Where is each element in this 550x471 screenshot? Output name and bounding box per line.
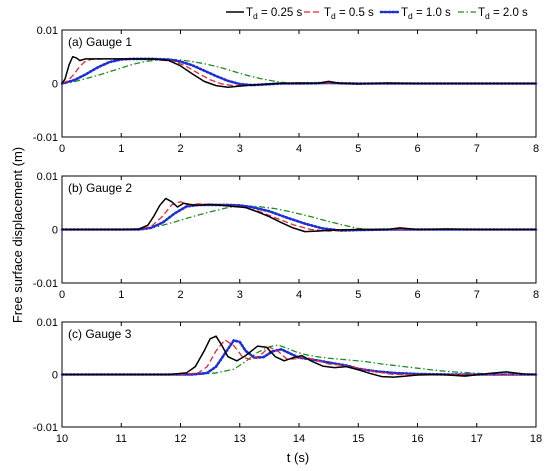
y-tick-label: 0.01 [37,317,58,329]
x-tick-label: 2 [177,289,183,301]
series-line-2 [62,201,536,232]
x-tick-label: 11 [116,433,127,445]
x-tick-label: 15 [352,433,364,445]
series-line-2 [61,58,536,87]
x-tick-label: 14 [293,433,305,445]
panel-title: (b) Gauge 2 [68,181,132,195]
y-tick-label: -0.01 [33,278,58,290]
series-line-1 [62,197,536,233]
y-tick-label: 0.01 [37,171,58,183]
x-tick-label: 7 [474,143,480,155]
x-tick-label: 0 [59,289,65,301]
x-tick-label: 0 [59,143,65,155]
legend-label-3: Td = 1.0 s [401,7,451,21]
series-line-4 [62,344,536,376]
series-line-1 [62,335,537,378]
x-tick-label: 6 [414,289,420,301]
x-tick-label: 17 [471,433,483,445]
x-tick-label: 5 [355,289,361,301]
series-line-3 [60,57,538,87]
legend-label-1: Td = 0.25 s [246,7,302,21]
x-tick-label: 16 [411,433,423,445]
y-axis-title: Free surface displacement (m) [10,147,25,323]
x-tick-label: 13 [234,433,246,445]
x-tick-label: 3 [237,143,243,155]
x-tick-label: 2 [177,143,183,155]
x-tick-label: 6 [414,143,420,155]
series-line-4 [62,205,536,231]
x-tick-label: 4 [296,289,302,301]
series-line-3 [60,203,538,232]
x-tick-label: 18 [530,433,542,445]
y-tick-label: 0 [52,225,58,237]
panel-gauge-3: 10 11 12 13 14 15 16 17 18 -0.01 0 0.01 (c) Gauge 3 [33,317,542,445]
x-tick-label: 10 [56,433,68,445]
x-tick-label: 1 [118,143,124,155]
series-line-3 [60,339,538,376]
x-tick-label: 8 [533,289,539,301]
x-tick-label: 7 [474,289,480,301]
y-tick-label: 0 [52,370,58,382]
y-tick-label: -0.01 [33,132,58,144]
legend-label-4: Td = 2.0 s [478,7,528,21]
series-line-1 [61,56,536,88]
x-tick-label: 3 [237,289,243,301]
x-tick-label: 12 [174,433,186,445]
x-tick-label: 8 [533,143,539,155]
y-tick-label: -0.01 [33,422,58,434]
y-tick-label: 0.01 [37,25,58,37]
panel-title: (a) Gauge 1 [68,35,132,49]
x-axis-title: t (s) [287,450,309,465]
y-tick-label: 0 [52,79,58,91]
x-tick-label: 1 [118,289,124,301]
x-tick-label: 5 [355,143,361,155]
legend: Td = 0.25 s Td = 0.5 s Td = 1.0 s Td = 2.0 … [226,7,528,21]
legend-label-2: Td = 0.5 s [324,7,374,21]
x-tick-label: 4 [296,143,302,155]
series-line-4 [61,58,536,85]
panel-title: (c) Gauge 3 [68,327,132,341]
